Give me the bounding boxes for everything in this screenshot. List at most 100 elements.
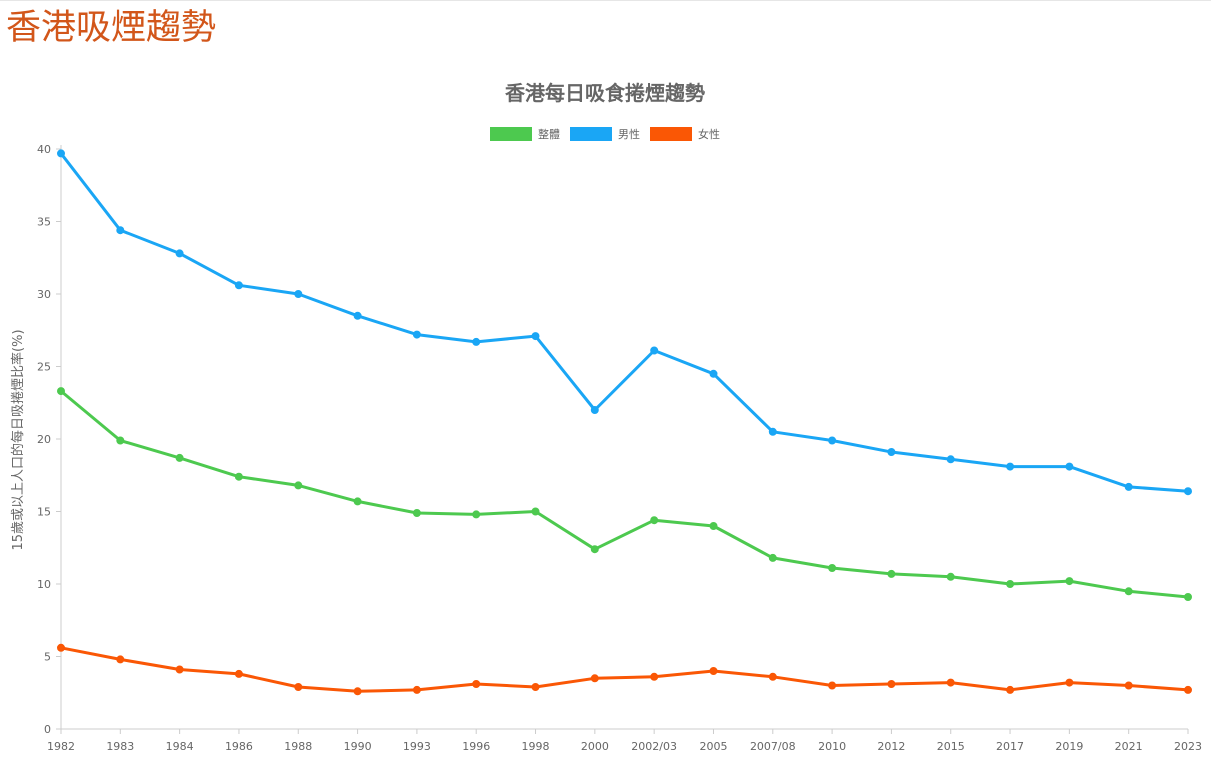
x-tick-label: 2019 [1055,740,1083,753]
series-layer [57,149,1192,696]
data-point[interactable] [234,472,243,481]
data-point[interactable] [116,436,125,445]
y-tick-label: 25 [37,361,51,374]
data-point[interactable] [1184,685,1192,694]
x-tick-label: 2007/08 [750,740,796,753]
data-point[interactable] [1184,593,1192,601]
series-line [60,389,1189,599]
data-point[interactable] [650,516,659,525]
data-point[interactable] [1006,462,1015,471]
series-line [59,152,1189,493]
data-point[interactable] [709,369,718,378]
y-tick-label: 15 [37,506,51,519]
data-point[interactable] [57,387,65,396]
data-point[interactable] [590,406,599,414]
x-tick-label: 1998 [522,740,550,753]
data-point[interactable] [887,569,896,578]
data-point[interactable] [234,669,243,678]
data-point[interactable] [650,346,659,355]
data-point[interactable] [828,564,837,572]
data-point[interactable] [1065,678,1074,687]
data-point[interactable] [709,667,718,675]
data-point[interactable] [650,672,659,681]
data-point[interactable] [887,680,896,688]
data-point[interactable] [946,572,955,581]
data-point[interactable] [709,522,718,530]
data-point[interactable] [234,281,243,290]
x-tick-label: 2012 [877,740,905,753]
legend-label: 男性 [618,127,640,141]
y-tick-label: 20 [37,433,51,446]
y-axis-title: 15歲或以上人口的每日吸捲煙比率(%) [10,329,26,550]
x-tick-label: 2015 [937,740,965,753]
data-point[interactable] [531,332,540,341]
legend: 整體 男性 女性 [490,127,720,141]
data-point[interactable] [353,311,362,320]
y-tick-label: 5 [44,651,51,664]
data-point[interactable] [768,553,777,562]
data-point[interactable] [1184,487,1192,496]
chart-title: 香港每日吸食捲煙趨勢 [505,81,705,105]
data-point[interactable] [1065,577,1074,586]
data-point[interactable] [116,655,125,664]
data-point[interactable] [294,290,303,298]
data-point[interactable] [1124,587,1133,596]
series-0 [57,387,1192,601]
x-tick-label: 2010 [818,740,846,753]
data-point[interactable] [887,448,896,456]
data-point[interactable] [590,674,599,683]
data-point[interactable] [57,149,65,158]
data-point[interactable] [946,455,955,464]
data-point[interactable] [472,510,481,519]
x-tick-label: 1990 [344,740,372,753]
data-point[interactable] [1006,580,1015,588]
data-point[interactable] [412,509,421,517]
data-point[interactable] [531,507,540,516]
y-tick-label: 30 [37,288,51,301]
data-point[interactable] [472,337,481,346]
data-point[interactable] [1124,681,1133,690]
legend-item[interactable]: 整體 [490,127,560,141]
x-tick-label: 2000 [581,740,609,753]
data-point[interactable] [116,226,125,235]
data-point[interactable] [294,481,303,490]
x-tick-label: 1984 [166,740,194,753]
x-tick-label: 1983 [106,740,134,753]
x-tick-label: 1986 [225,740,253,753]
data-point[interactable] [768,672,777,681]
data-point[interactable] [294,683,303,691]
page-title: 香港吸煙趨勢 [6,8,217,48]
data-point[interactable] [946,678,955,687]
y-tick-label: 35 [37,216,51,229]
data-point[interactable] [1124,482,1133,491]
legend-label: 女性 [698,127,720,141]
data-point[interactable] [353,497,362,506]
data-point[interactable] [412,330,421,339]
data-point[interactable] [768,427,777,436]
data-point[interactable] [175,249,184,258]
data-point[interactable] [175,665,184,674]
data-point[interactable] [353,687,362,696]
data-point[interactable] [590,545,599,554]
series-2 [57,643,1192,696]
series-line [60,646,1189,693]
data-point[interactable] [1006,685,1015,694]
top-border [0,0,1211,1]
x-tick-label: 2021 [1115,740,1143,753]
data-point[interactable] [1065,462,1074,471]
data-point[interactable] [57,643,65,652]
data-point[interactable] [175,453,184,462]
legend-swatch [650,127,692,141]
data-point[interactable] [531,683,540,691]
legend-item[interactable]: 女性 [650,127,720,141]
data-point[interactable] [828,681,837,690]
x-tick-label: 1996 [462,740,490,753]
series-1 [57,149,1192,496]
y-tick-label: 10 [37,578,51,591]
legend-item[interactable]: 男性 [570,127,640,141]
axes: 0 5 10 15 20 25 30 35 40 1982 1983 1984 1986 1988 1990… [37,143,1202,753]
data-point[interactable] [828,436,837,445]
data-point[interactable] [472,680,481,688]
data-point[interactable] [412,685,421,694]
